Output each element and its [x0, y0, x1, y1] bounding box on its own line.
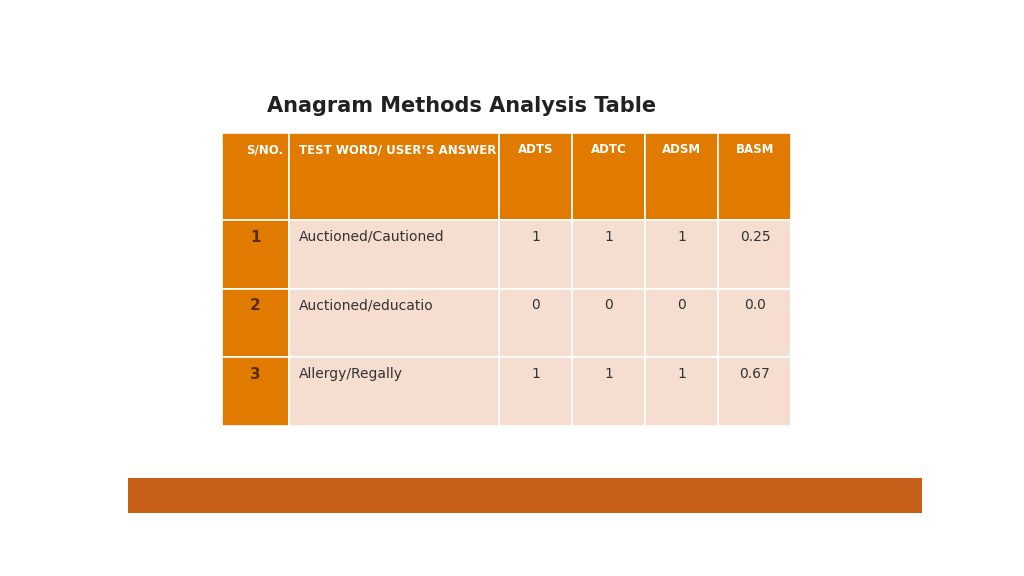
Text: Allergy/Regally: Allergy/Regally	[299, 367, 402, 381]
Text: 3: 3	[250, 367, 261, 382]
Bar	[719, 289, 792, 358]
Bar	[128, 478, 922, 513]
Text: ADTC: ADTC	[591, 143, 627, 156]
Text: 0: 0	[531, 298, 541, 312]
Text: ADTS: ADTS	[518, 143, 554, 156]
Bar	[221, 220, 289, 289]
Text: 0: 0	[678, 298, 686, 312]
Bar	[645, 289, 719, 358]
Text: 1: 1	[531, 230, 541, 244]
Bar	[221, 134, 289, 220]
Bar	[719, 220, 792, 289]
Bar	[289, 289, 500, 358]
Bar	[645, 220, 719, 289]
Text: BASM: BASM	[736, 143, 774, 156]
Text: 1: 1	[678, 367, 686, 381]
Text: 1: 1	[250, 230, 261, 245]
Text: 1: 1	[678, 230, 686, 244]
Text: S/NO.: S/NO.	[246, 143, 283, 156]
Bar	[500, 357, 572, 426]
Bar	[221, 289, 289, 358]
Text: 0.0: 0.0	[744, 298, 766, 312]
Bar	[289, 220, 500, 289]
Text: Anagram Methods Analysis Table: Anagram Methods Analysis Table	[267, 96, 656, 116]
Bar	[221, 357, 289, 426]
Text: Auctioned/Cautioned: Auctioned/Cautioned	[299, 230, 444, 244]
Bar	[289, 357, 500, 426]
Bar	[500, 220, 572, 289]
Text: TEST WORD/ USER’S ANSWER: TEST WORD/ USER’S ANSWER	[299, 143, 496, 156]
Bar	[572, 289, 645, 358]
Text: 2: 2	[250, 298, 261, 313]
Text: 1: 1	[531, 367, 541, 381]
Bar	[572, 220, 645, 289]
Bar	[645, 357, 719, 426]
Bar	[572, 134, 645, 220]
Text: ADSM: ADSM	[663, 143, 701, 156]
Bar	[645, 134, 719, 220]
Text: 1: 1	[604, 367, 613, 381]
Bar	[719, 134, 792, 220]
Bar	[500, 134, 572, 220]
Text: 0.25: 0.25	[739, 230, 770, 244]
Bar	[289, 134, 500, 220]
Text: 1: 1	[604, 230, 613, 244]
Bar	[500, 289, 572, 358]
Bar	[719, 357, 792, 426]
Text: 0: 0	[604, 298, 613, 312]
Text: Auctioned/educatio: Auctioned/educatio	[299, 298, 433, 312]
Text: 0.67: 0.67	[739, 367, 770, 381]
Bar	[572, 357, 645, 426]
